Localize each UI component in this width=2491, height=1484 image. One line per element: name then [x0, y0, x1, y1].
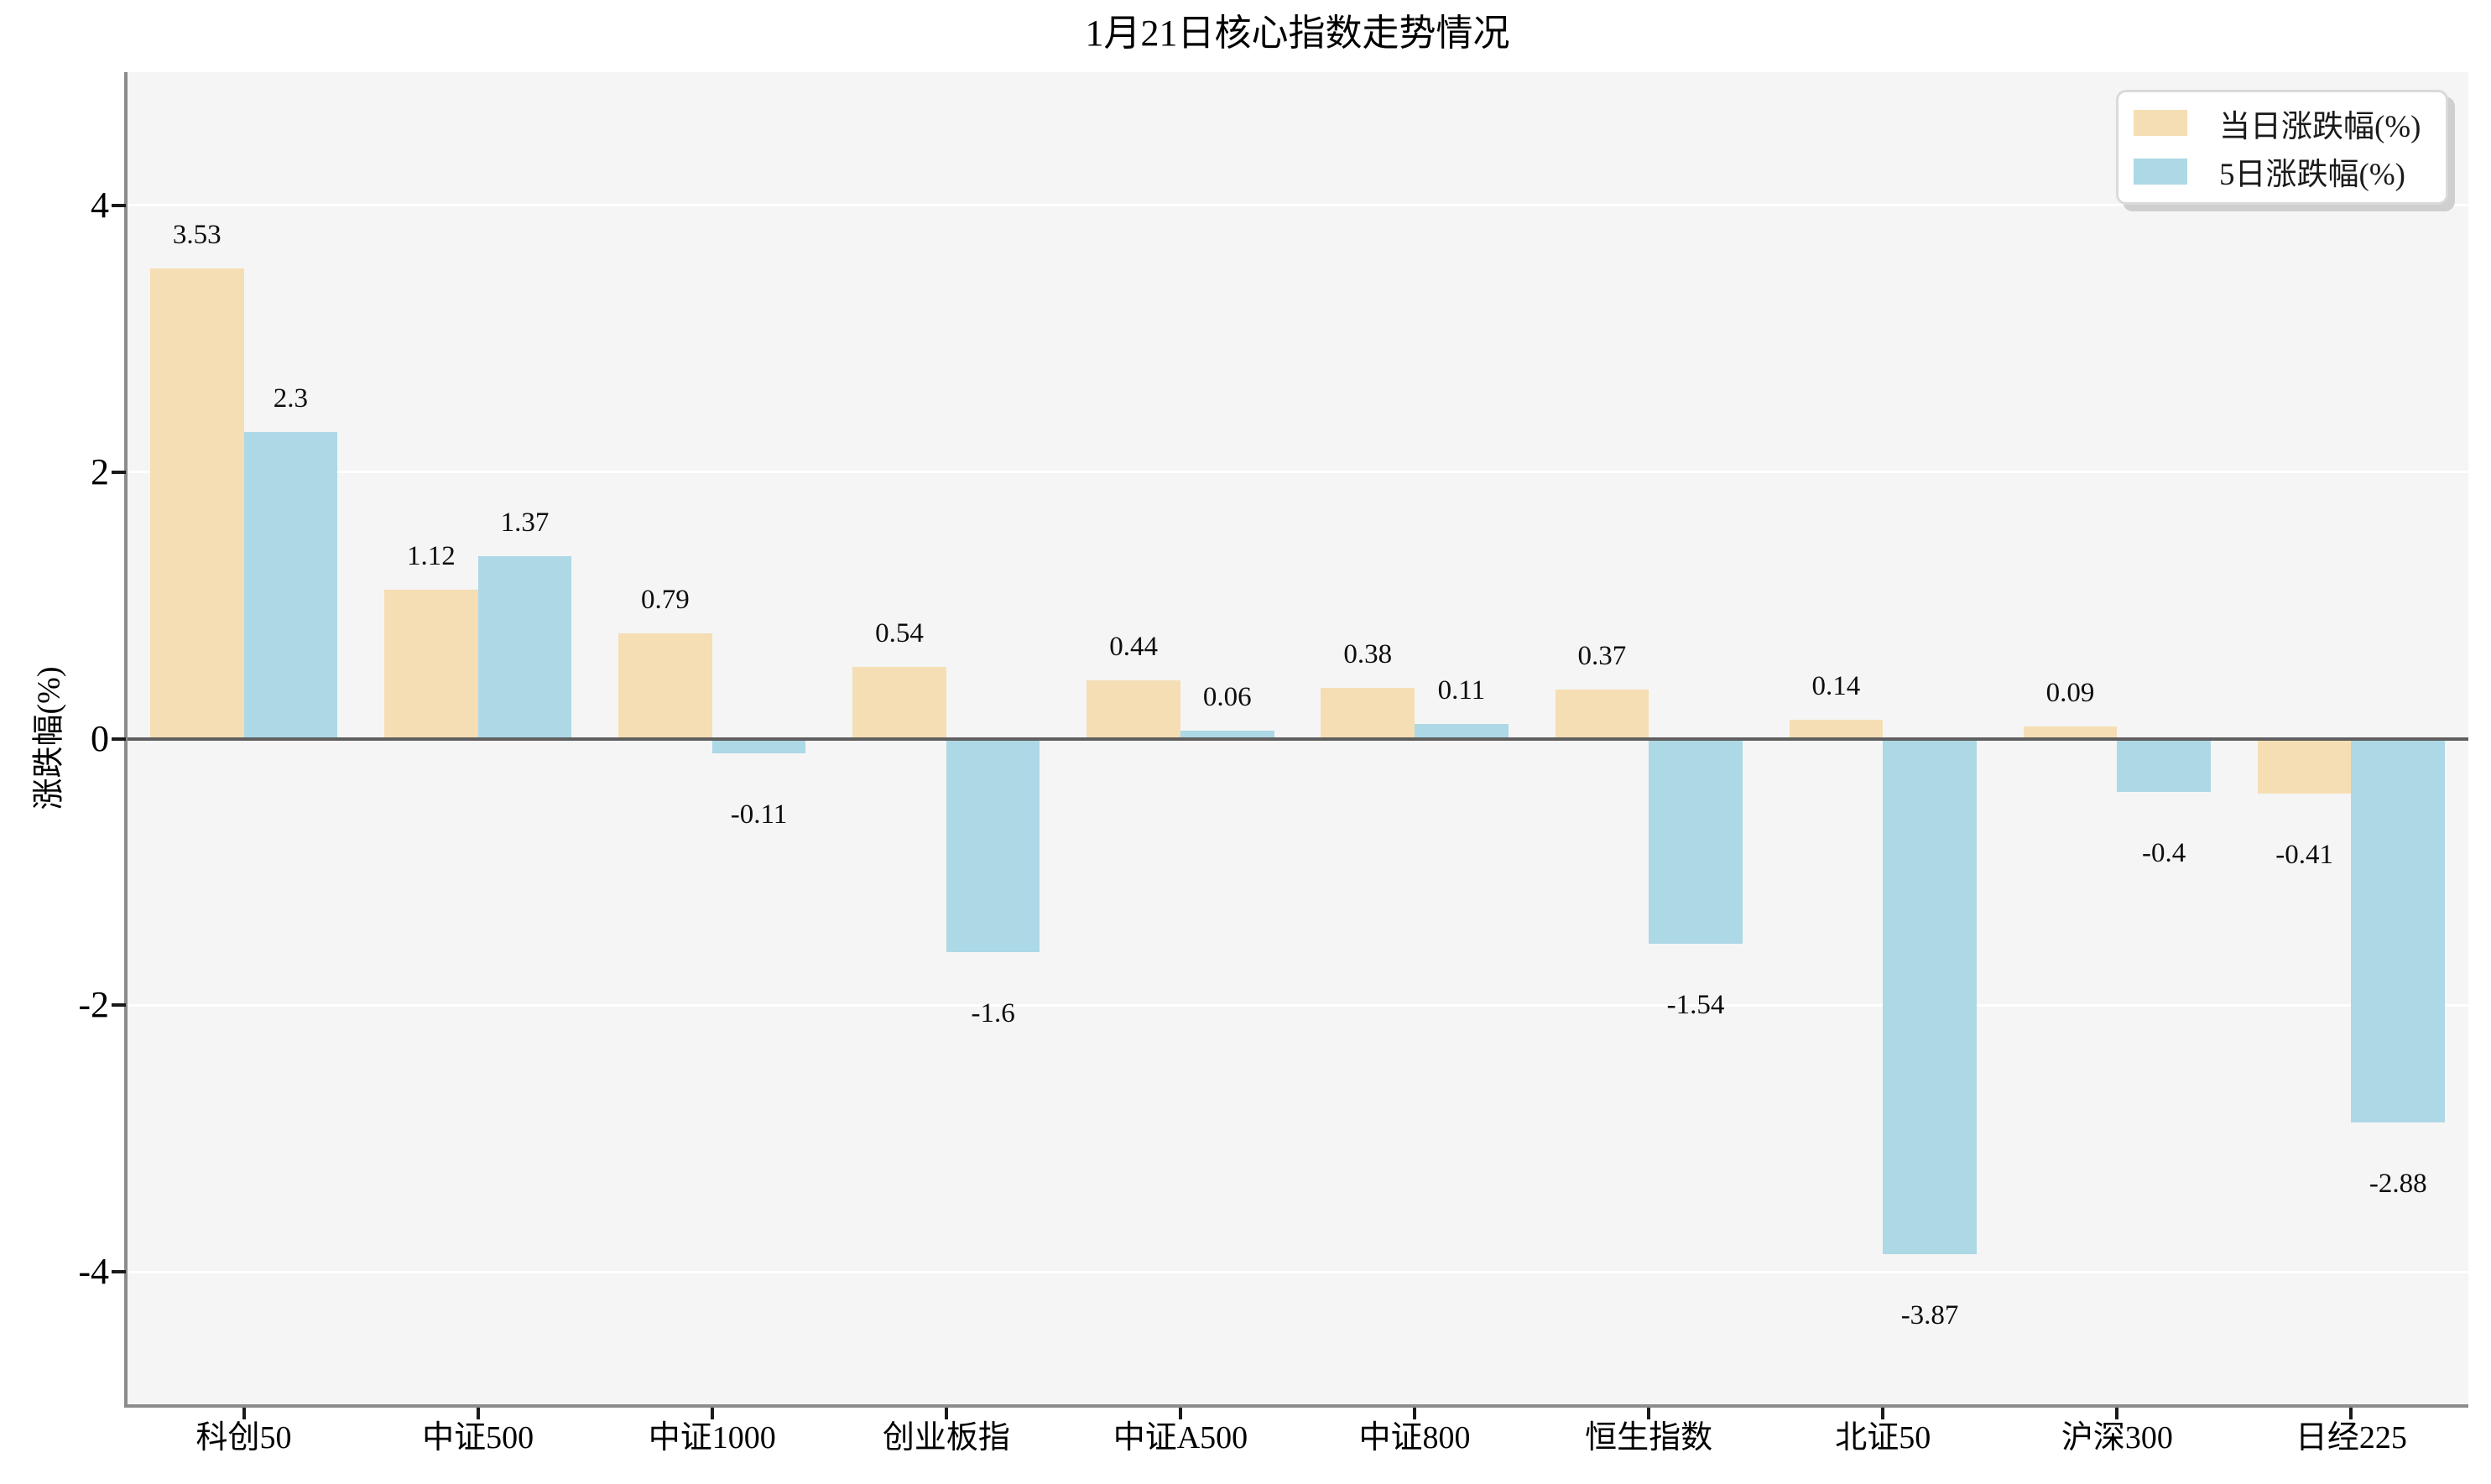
bar-daily-6	[1555, 689, 1649, 739]
x-tick-mark	[710, 1408, 714, 1419]
value-label: 1.37	[500, 507, 550, 538]
y-tick-label: 2	[91, 450, 109, 492]
bar-daily-4	[1087, 680, 1180, 739]
legend-swatch-five-day	[2134, 158, 2187, 185]
value-label: 0.37	[1577, 640, 1627, 671]
bar-five-day-7	[1883, 738, 1977, 1255]
bar-daily-0	[149, 268, 244, 739]
value-label: 2.3	[273, 383, 308, 414]
gridline	[127, 204, 2468, 207]
bar-daily-2	[618, 633, 712, 739]
x-tick-label: 科创50	[195, 1420, 292, 1455]
bar-daily-3	[852, 666, 946, 739]
bar-five-day-3	[946, 738, 1040, 952]
bar-five-day-2	[711, 738, 806, 753]
x-tick-mark	[1647, 1408, 1651, 1419]
x-tick-mark	[242, 1408, 246, 1419]
x-tick-mark	[2115, 1408, 2119, 1419]
y-axis-label: 涨跌幅(%)	[31, 666, 67, 810]
y-tick-mark	[112, 737, 126, 741]
bar-five-day-6	[1649, 738, 1743, 945]
legend-swatch-daily	[2134, 110, 2187, 137]
x-tick-mark	[1881, 1408, 1885, 1419]
x-tick-label: 中证800	[1358, 1420, 1471, 1455]
legend-label-daily: 当日涨跌幅(%)	[2219, 109, 2421, 144]
y-tick-mark	[112, 1003, 126, 1008]
bar-daily-1	[384, 589, 478, 739]
gridline	[127, 1270, 2468, 1273]
x-tick-label: 日经225	[2295, 1420, 2407, 1455]
x-tick-label: 中证A500	[1113, 1420, 1248, 1455]
x-tick-mark	[944, 1408, 948, 1419]
y-tick-label: 0	[91, 717, 109, 759]
value-label: 0.54	[875, 617, 924, 648]
gridline	[127, 1003, 2468, 1007]
x-tick-label: 恒生指数	[1585, 1420, 1713, 1455]
legend-item-daily: 当日涨跌幅(%)	[2134, 101, 2431, 146]
x-tick-mark	[476, 1408, 480, 1419]
value-label: -1.54	[1666, 990, 1725, 1021]
legend-label-five-day: 5日涨跌幅(%)	[2219, 158, 2405, 193]
value-label: 0.11	[1437, 675, 1486, 706]
y-tick-label: -4	[78, 1251, 109, 1293]
x-tick-mark	[1178, 1408, 1182, 1419]
chart-title: 1月21日核心指数走势情况	[1085, 13, 1510, 54]
x-tick-mark	[1413, 1408, 1417, 1419]
y-tick-label: -2	[78, 984, 109, 1026]
value-label: -1.6	[971, 997, 1015, 1028]
bar-five-day-5	[1415, 724, 1509, 739]
value-label: -3.87	[1900, 1300, 1959, 1331]
x-tick-label: 中证1000	[648, 1420, 776, 1455]
value-label: 3.53	[172, 219, 221, 250]
bar-daily-9	[2257, 738, 2352, 794]
value-label: 0.06	[1202, 681, 1252, 712]
value-label: 0.38	[1343, 639, 1393, 670]
bar-daily-7	[1789, 720, 1884, 739]
bar-daily-8	[2023, 726, 2118, 739]
value-label: -0.4	[2142, 838, 2186, 869]
y-tick-mark	[112, 1270, 126, 1274]
legend-item-five-day: 5日涨跌幅(%)	[2134, 148, 2431, 194]
left-spine	[124, 72, 128, 1408]
bar-five-day-8	[2117, 738, 2211, 793]
value-label: -0.41	[2275, 839, 2333, 870]
bar-five-day-9	[2351, 738, 2446, 1123]
y-tick-label: 4	[91, 184, 109, 226]
zero-line	[127, 737, 2468, 741]
bar-five-day-1	[477, 555, 572, 739]
y-tick-mark	[112, 470, 126, 474]
legend: 当日涨跌幅(%) 5日涨跌幅(%)	[2116, 90, 2448, 205]
bar-daily-5	[1321, 688, 1415, 739]
bar-five-day-4	[1180, 730, 1274, 739]
x-tick-label: 北证50	[1835, 1420, 1931, 1455]
value-label: 0.09	[2045, 678, 2095, 709]
value-label: 0.79	[641, 584, 690, 615]
value-label: -0.11	[730, 799, 788, 830]
y-tick-mark	[112, 203, 126, 207]
value-label: -2.88	[2369, 1169, 2427, 1200]
gridline	[127, 471, 2468, 474]
value-label: 0.14	[1811, 671, 1861, 702]
x-tick-label: 中证500	[422, 1420, 534, 1455]
x-tick-label: 沪深300	[2061, 1420, 2173, 1455]
x-tick-label: 创业板指	[882, 1420, 1010, 1455]
bar-five-day-0	[243, 432, 338, 739]
bottom-spine	[124, 1404, 2468, 1408]
value-label: 0.44	[1109, 631, 1158, 662]
value-label: 1.12	[406, 540, 456, 571]
x-tick-mark	[2349, 1408, 2353, 1419]
